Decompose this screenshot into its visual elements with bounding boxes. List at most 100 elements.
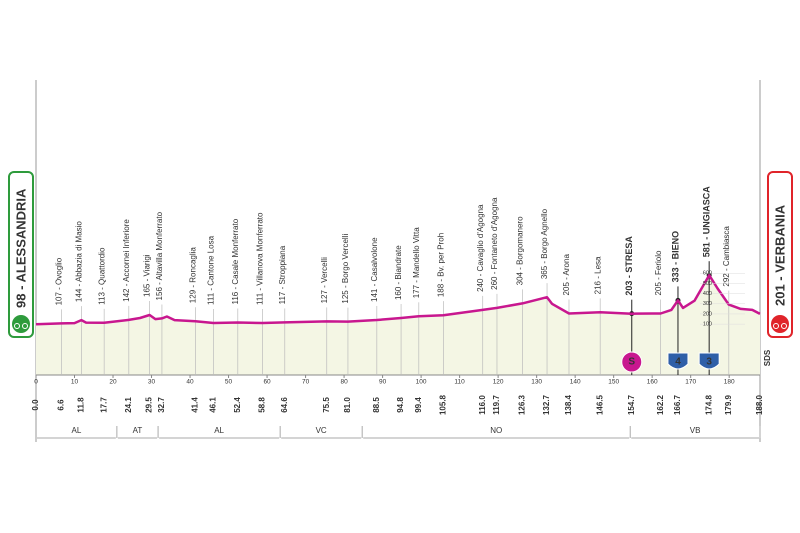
km-label: 99.4 — [414, 397, 423, 413]
profile-line — [35, 273, 761, 326]
waypoint-label: 113 - Quattordio — [97, 247, 106, 305]
waypoint-label: 160 - Biandrate — [394, 245, 403, 300]
waypoint-label: 240 - Cavaglio d'Agogna — [476, 204, 485, 292]
marker-label: 3 — [706, 357, 712, 368]
region-label: VB — [690, 426, 701, 435]
x-tick-label: 60 — [263, 379, 271, 386]
y-tick-label: 600 — [703, 271, 712, 277]
waypoint-label: 304 - Borgomanero — [515, 216, 524, 285]
km-label: 166.7 — [673, 394, 682, 415]
waypoint-label: 333 - BIENO — [670, 231, 680, 283]
waypoint-label: 205 - Arona — [562, 254, 571, 296]
finish-label: 201 - VERBANIA — [772, 204, 787, 306]
region-label: VC — [316, 426, 327, 435]
km-label: 162.2 — [656, 394, 665, 415]
waypoint-label: 203 - STRESA — [624, 236, 634, 296]
waypoint-label: 125 - Borgo Vercelli — [341, 234, 350, 304]
km-label: 105.8 — [439, 394, 448, 415]
waypoint-label: 177 - Mandello Vitta — [412, 227, 421, 299]
y-tick-label: 500 — [703, 281, 712, 287]
km-label: 119.7 — [492, 395, 501, 415]
km-label: 174.8 — [704, 394, 713, 415]
km-label: 146.5 — [595, 394, 604, 415]
y-tick-label: 400 — [703, 291, 712, 297]
waypoint-label: 117 - Stroppiana — [278, 245, 287, 304]
x-tick-label: 170 — [685, 379, 696, 386]
x-tick-label: 90 — [379, 379, 387, 386]
km-label: 58.8 — [258, 397, 267, 413]
km-label: 11.8 — [77, 397, 86, 413]
waypoint-label: 142 - Accornei Inferiore — [122, 219, 131, 302]
x-tick-label: 110 — [454, 379, 465, 386]
marker-label: 4 — [675, 357, 681, 368]
y-tick-label: 200 — [703, 311, 712, 317]
km-label: 32.7 — [157, 397, 166, 413]
km-label: 24.1 — [124, 397, 133, 413]
y-tick-label: 300 — [703, 301, 712, 307]
region-label: AL — [72, 426, 82, 435]
km-label: 41.4 — [191, 397, 200, 413]
waypoint-label: 116 - Casale Monferrato — [231, 218, 240, 304]
waypoint-label: 107 - Ovoglio — [55, 257, 64, 305]
region-label: NO — [490, 426, 502, 435]
waypoint-label: 156 - Altavilla Monferrato — [155, 211, 164, 300]
km-label: 94.8 — [396, 397, 405, 413]
x-tick-label: 10 — [71, 379, 79, 386]
km-label: 138.4 — [564, 394, 573, 415]
x-tick-label: 140 — [570, 379, 581, 386]
x-tick-label: 100 — [416, 379, 427, 386]
km-label: 126.3 — [517, 394, 526, 415]
waypoint-label: 216 - Lesa — [593, 256, 602, 294]
waypoint-label: 141 - Casalvolone — [370, 237, 379, 302]
x-tick-label: 120 — [493, 379, 504, 386]
x-tick-label: 70 — [302, 379, 310, 386]
km-label: 154.7 — [627, 394, 636, 415]
region-label: AT — [133, 426, 143, 435]
start-box — [8, 171, 34, 338]
waypoint-label: 581 - UNGIASCA — [702, 186, 712, 258]
x-tick-label: 50 — [225, 379, 233, 386]
finish-icon — [771, 315, 789, 333]
x-tick-label: 180 — [724, 379, 735, 386]
waypoint-label: 111 - Villanova Monferrato — [256, 212, 265, 305]
km-label: 88.5 — [372, 397, 381, 413]
finish-box — [767, 171, 793, 338]
y-tick-label: 100 — [703, 322, 712, 328]
waypoint-label: 129 - Roncaglia — [189, 247, 198, 304]
x-tick-label: 0 — [34, 379, 38, 386]
km-label: 6.6 — [57, 399, 66, 411]
start-icon-wheel — [22, 323, 28, 329]
km-label: 46.1 — [209, 397, 218, 413]
x-tick-label: 150 — [608, 379, 619, 386]
marker-label: S — [628, 357, 635, 368]
km-label: 81.0 — [343, 397, 352, 413]
waypoint-label: 165 - Viarigi — [143, 254, 152, 297]
km-label: 116.0 — [478, 395, 487, 415]
km-label: 179.9 — [724, 394, 733, 415]
waypoint-label: 111 - Cantone Losa — [207, 235, 216, 305]
marker — [621, 351, 643, 373]
km-label: 17.7 — [99, 397, 108, 413]
x-tick-label: 20 — [109, 379, 117, 386]
km-label: 0.0 — [31, 399, 40, 411]
km-label: 132.7 — [542, 394, 551, 415]
x-tick-label: 130 — [531, 379, 542, 386]
x-tick-label: 40 — [186, 379, 194, 386]
waypoint-label: 365 - Borgo Agnello — [540, 208, 549, 279]
finish-icon-wheel — [773, 323, 779, 329]
km-label: 29.5 — [145, 397, 154, 413]
finish-icon-wheel — [781, 323, 787, 329]
km-label: 64.6 — [280, 397, 289, 413]
km-label: 188.0 — [755, 394, 764, 415]
waypoint-label: 205 - Feriolo — [654, 250, 663, 295]
km-label: 75.5 — [322, 397, 331, 413]
start-icon — [12, 315, 30, 333]
waypoint-label: 188 - Bv. per Proh — [437, 233, 446, 297]
x-tick-label: 160 — [647, 379, 658, 386]
waypoint-label: 260 - Fontaneto d'Agogna — [490, 197, 499, 290]
start-label: 98 - ALESSANDRIA — [13, 188, 28, 308]
waypoint-label: 292 - Cambiasca — [722, 226, 731, 287]
profile-area — [36, 275, 760, 375]
marker — [667, 352, 689, 370]
